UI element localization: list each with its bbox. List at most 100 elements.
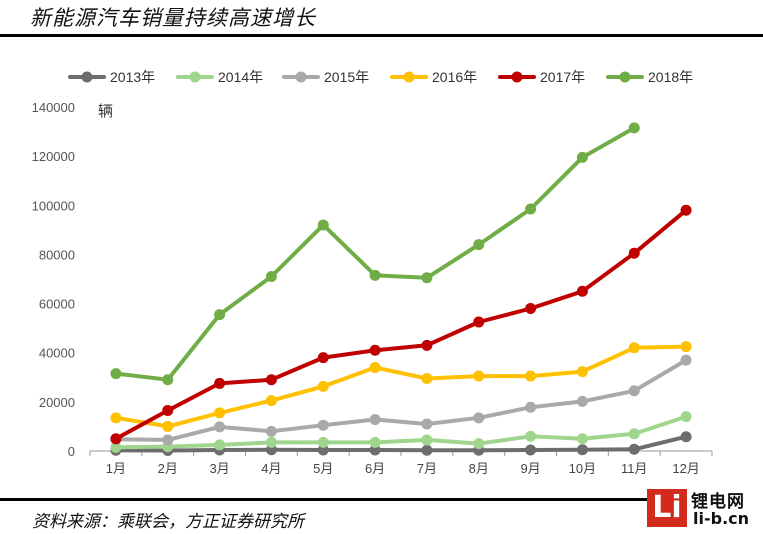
data-point — [369, 414, 381, 426]
data-point — [576, 395, 588, 407]
series-line — [113, 414, 689, 450]
bottom-divider — [0, 498, 650, 501]
series-line — [113, 344, 689, 429]
data-point — [369, 361, 381, 373]
data-point — [265, 425, 277, 437]
logo-glyph: Li — [652, 490, 682, 525]
data-point — [628, 385, 640, 397]
data-point — [628, 247, 640, 259]
data-point — [265, 436, 277, 448]
data-point — [162, 420, 174, 432]
x-tick-label: 4月 — [261, 461, 281, 476]
top-divider — [0, 34, 763, 37]
sales-line-chart: 2013年 2014年 2015年 2016年 2017年 2018年 0 20000 400… — [32, 69, 713, 476]
series-2015年 — [110, 354, 692, 446]
logo-url: li-b.cn — [693, 509, 750, 528]
data-point — [265, 395, 277, 407]
legend-label: 2017年 — [540, 69, 585, 85]
data-point — [628, 443, 640, 455]
data-point — [317, 219, 329, 231]
x-tick-label: 1月 — [106, 461, 126, 476]
x-tick-label: 7月 — [417, 461, 437, 476]
y-tick-label: 140000 — [32, 100, 75, 115]
data-point — [214, 439, 226, 451]
y-axis: 0 20000 40000 60000 80000 100000 120000 140000 辆 — [32, 100, 113, 459]
data-point — [421, 272, 433, 284]
legend-label: 2015年 — [324, 69, 369, 85]
x-tick-label: 5月 — [313, 461, 333, 476]
data-point — [525, 430, 537, 442]
data-point — [110, 368, 122, 380]
series-line — [113, 208, 689, 441]
y-axis-unit-label: 辆 — [98, 103, 113, 120]
data-point — [421, 434, 433, 446]
data-point — [317, 352, 329, 364]
data-point — [628, 122, 640, 134]
legend-item: 2013年 — [68, 69, 155, 85]
data-point — [214, 309, 226, 321]
series-line — [113, 125, 637, 382]
y-tick-label: 60000 — [39, 297, 75, 312]
x-tick-label: 12月 — [672, 461, 699, 476]
data-point — [265, 271, 277, 283]
legend-item: 2018年 — [606, 69, 693, 85]
data-point — [473, 438, 485, 450]
data-point — [576, 433, 588, 445]
x-tick-label: 8月 — [469, 461, 489, 476]
series-line — [113, 434, 689, 453]
data-point — [680, 341, 692, 353]
data-point — [214, 407, 226, 419]
data-point — [265, 374, 277, 386]
x-tick-label: 3月 — [209, 461, 229, 476]
legend-swatch-marker — [403, 71, 415, 83]
data-point — [680, 431, 692, 443]
x-tick-label: 11月 — [621, 461, 648, 476]
data-point — [421, 373, 433, 385]
legend-swatch-marker — [189, 71, 201, 83]
chart-legend: 2013年 2014年 2015年 2016年 2017年 2018年 — [68, 69, 693, 85]
data-point — [525, 444, 537, 456]
x-tick-label: 6月 — [365, 461, 385, 476]
data-point — [317, 419, 329, 431]
data-point — [680, 354, 692, 366]
data-point — [473, 412, 485, 424]
data-point — [525, 401, 537, 413]
site-logo: Li 锂电网 li-b.cn — [647, 487, 759, 533]
y-tick-label: 80000 — [39, 247, 75, 262]
y-tick-label: 40000 — [39, 346, 75, 361]
y-tick-label: 100000 — [32, 198, 75, 213]
data-point — [576, 444, 588, 456]
y-tick-label: 0 — [68, 444, 75, 459]
legend-swatch-marker — [81, 71, 93, 83]
series-2016年 — [110, 341, 692, 432]
data-point — [628, 342, 640, 354]
x-tick-label: 2月 — [158, 461, 178, 476]
data-point — [110, 412, 122, 424]
data-point — [421, 444, 433, 456]
data-point — [162, 374, 174, 386]
series-2018年 — [110, 122, 640, 386]
data-point — [110, 441, 122, 453]
data-point — [628, 428, 640, 440]
data-point — [421, 418, 433, 430]
series-2014年 — [110, 411, 692, 453]
legend-swatch-marker — [619, 71, 631, 83]
data-point — [214, 421, 226, 433]
data-point — [525, 302, 537, 314]
legend-label: 2013年 — [110, 69, 155, 85]
y-tick-label: 20000 — [39, 395, 75, 410]
legend-item: 2014年 — [176, 69, 263, 85]
legend-swatch-marker — [511, 71, 523, 83]
x-tick-label: 10月 — [569, 461, 596, 476]
data-point — [162, 434, 174, 446]
data-point — [369, 444, 381, 456]
data-point — [162, 404, 174, 416]
legend-label: 2016年 — [432, 69, 477, 85]
legend-label: 2018年 — [648, 69, 693, 85]
series-2017年 — [110, 204, 692, 445]
legend-swatch-marker — [295, 71, 307, 83]
data-point — [576, 366, 588, 378]
data-point — [680, 411, 692, 423]
data-point — [369, 436, 381, 448]
legend-item: 2015年 — [282, 69, 369, 85]
